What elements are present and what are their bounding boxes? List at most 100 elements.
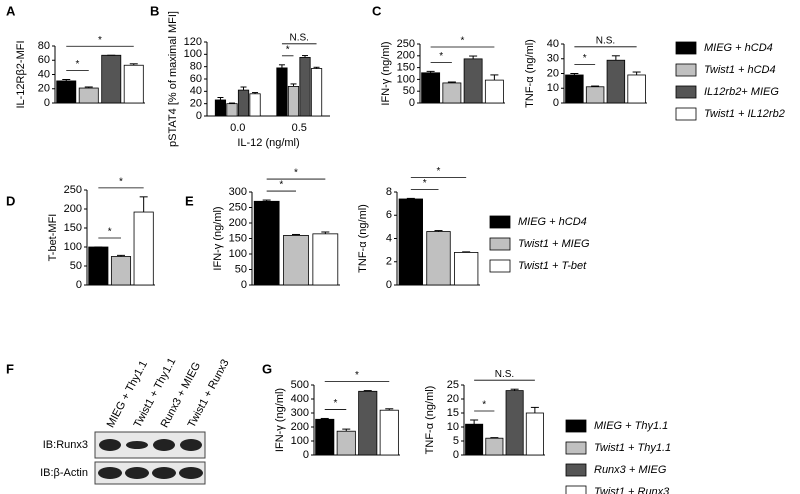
y-tick-label: 100	[64, 241, 82, 253]
y-tick-label: 20	[447, 393, 459, 405]
y-tick-label: 0	[386, 279, 392, 291]
y-tick-label: 10	[547, 82, 559, 94]
bar	[585, 86, 605, 104]
bar	[283, 234, 309, 286]
bar	[214, 99, 227, 117]
legend-label: Twist1 + IL12rb2	[704, 108, 785, 120]
y-tick-label: 40	[190, 85, 202, 97]
y-tick-label: 250	[229, 201, 247, 213]
bar	[249, 93, 261, 117]
bar	[485, 437, 504, 456]
bar	[336, 430, 356, 456]
y-tick-label: 150	[64, 222, 82, 234]
significance-label: *	[119, 176, 123, 187]
y-tick-label: 0	[409, 97, 415, 109]
legend-label: Twist1 + MIEG	[518, 238, 590, 250]
y-axis-label: IFN-γ (ng/ml)	[380, 41, 392, 105]
legend-label: IL12rb2+ MIEG	[704, 86, 779, 98]
blot-band	[125, 467, 149, 479]
bar	[88, 246, 109, 286]
y-axis-label: T-bet-MFI	[47, 214, 59, 262]
y-tick-label: 4	[386, 232, 392, 244]
bar	[463, 58, 483, 104]
bar	[398, 198, 423, 286]
bar	[627, 74, 646, 104]
y-tick-label: 60	[38, 54, 50, 66]
significance-label: N.S.	[596, 35, 615, 46]
significance-label: N.S.	[495, 369, 514, 380]
significance-label: *	[583, 53, 587, 64]
bar	[442, 82, 462, 104]
y-axis-label: IL-12Rβ2-MFI	[15, 40, 27, 108]
blot-band	[99, 439, 121, 451]
y-tick-label: 50	[70, 260, 82, 272]
panel-label: G	[262, 361, 272, 376]
y-tick-label: 0	[303, 449, 309, 461]
y-tick-label: 100	[291, 435, 309, 447]
bar	[123, 64, 144, 104]
y-tick-label: 25	[447, 379, 459, 391]
bar	[426, 231, 451, 286]
y-tick-label: 500	[291, 379, 309, 391]
y-tick-label: 0	[76, 279, 82, 291]
y-tick-label: 150	[229, 232, 247, 244]
blot-band	[153, 439, 175, 451]
y-tick-label: 100	[397, 73, 415, 85]
y-tick-label: 120	[184, 36, 202, 48]
legend-label: MIEG + Thy1.1	[594, 420, 668, 432]
bar	[287, 86, 300, 117]
y-tick-label: 200	[64, 203, 82, 215]
y-tick-label: 20	[547, 67, 559, 79]
blot-band	[126, 441, 148, 449]
y-tick-label: 40	[547, 38, 559, 50]
significance-label: *	[279, 180, 283, 191]
blot-band	[98, 467, 122, 479]
y-tick-label: 100	[229, 248, 247, 260]
legend-label: Twist1 + T-bet	[518, 260, 587, 272]
significance-label: *	[334, 398, 338, 409]
bar	[454, 252, 479, 286]
x-tick-label: 0.5	[292, 122, 307, 134]
legend-swatch	[565, 419, 587, 433]
blot-band	[152, 467, 176, 479]
y-tick-label: 60	[190, 73, 202, 85]
bar	[484, 79, 504, 104]
y-tick-label: 150	[397, 62, 415, 74]
y-axis-label: IFN-γ (ng/ml)	[212, 206, 224, 270]
x-tick-label: 0.0	[230, 122, 245, 134]
y-axis-label: TNF-α (ng/ml)	[524, 39, 536, 108]
y-tick-label: 20	[190, 98, 202, 110]
bar	[133, 211, 154, 286]
bar	[299, 57, 311, 117]
bar	[421, 72, 441, 104]
legend-swatch	[489, 215, 511, 229]
significance-label: *	[482, 400, 486, 411]
y-tick-label: 50	[403, 85, 415, 97]
panel-label: E	[185, 193, 194, 208]
y-axis-label: TNF-α (ng/ml)	[424, 386, 436, 455]
bar	[237, 89, 250, 117]
bar	[525, 412, 544, 456]
y-tick-label: 40	[38, 68, 50, 80]
y-axis-label: pSTAT4 [% of maximal MFI]	[167, 11, 179, 147]
bar	[565, 74, 584, 104]
row-label: IB:β-Actin	[40, 467, 88, 479]
y-tick-label: 0	[44, 97, 50, 109]
legend-swatch	[675, 85, 697, 99]
y-tick-label: 5	[453, 435, 459, 447]
y-tick-label: 15	[447, 407, 459, 419]
blot-box	[94, 461, 206, 485]
y-tick-label: 2	[386, 256, 392, 268]
bar	[505, 390, 524, 456]
y-tick-label: 10	[447, 421, 459, 433]
y-tick-label: 400	[291, 393, 309, 405]
y-tick-label: 50	[235, 263, 247, 275]
y-tick-label: 30	[547, 53, 559, 65]
significance-label: *	[461, 36, 465, 47]
legend-label: Runx3 + MIEG	[594, 464, 667, 476]
bar	[253, 200, 280, 286]
y-tick-label: 8	[386, 186, 392, 198]
significance-label: *	[437, 166, 441, 177]
significance-label: N.S.	[290, 32, 309, 43]
